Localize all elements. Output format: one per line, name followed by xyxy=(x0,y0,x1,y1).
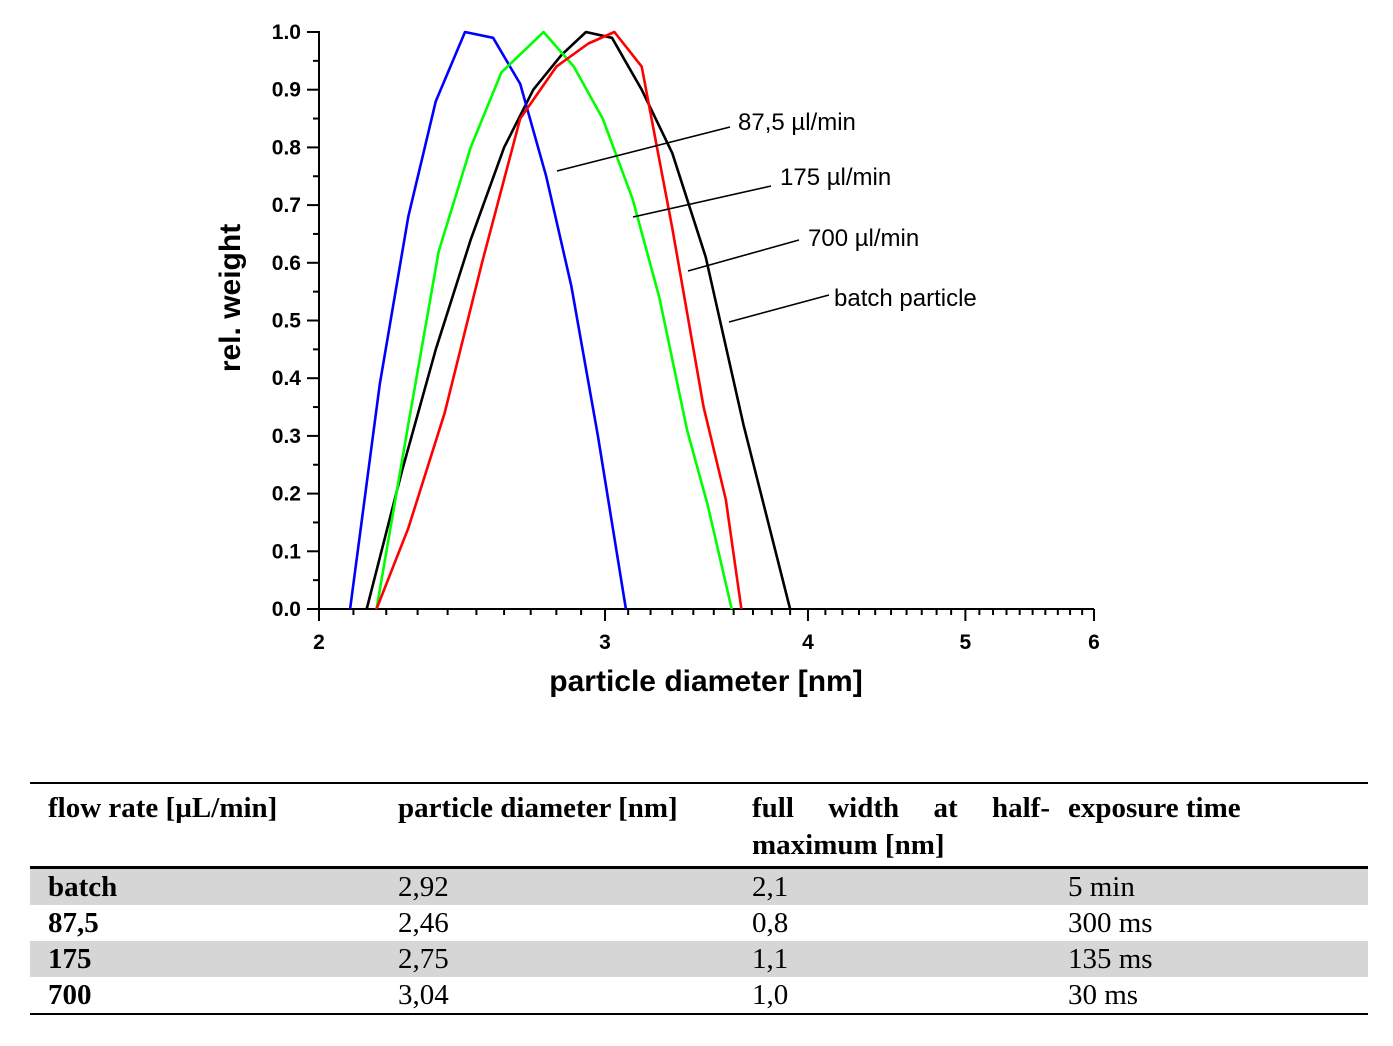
header-exposure-time: exposure time xyxy=(1068,792,1241,824)
x-axis-title: particle diameter [nm] xyxy=(549,665,862,698)
chart-ticks: 0.0 0.1 0.2 0.3 0.4 0.5 0.6 0.7 0.8 0.9 1.0 2 3 4 5 6 xyxy=(272,21,1100,654)
table-row: 175 2,75 1,1 135 ms xyxy=(30,941,1368,977)
cell-fwhm: 0,8 xyxy=(752,907,789,939)
table-header-row: flow rate [µL/min] particle diameter [nm… xyxy=(30,783,1368,868)
results-table: flow rate [µL/min] particle diameter [nm… xyxy=(30,782,1368,1015)
y-tick-label: 0.2 xyxy=(272,483,301,506)
cell-flow-rate: 87,5 xyxy=(48,907,99,939)
cell-exposure-time: 30 ms xyxy=(1068,979,1139,1011)
cell-particle-diameter: 3,04 xyxy=(398,979,449,1011)
y-tick-label: 0.3 xyxy=(272,425,301,448)
y-tick-label: 0.5 xyxy=(272,310,302,333)
table-row: 700 3,04 1,0 30 ms xyxy=(30,977,1368,1014)
series-line-87-5-l-min xyxy=(348,30,628,610)
x-tick-label: 2 xyxy=(313,631,325,654)
y-tick-label: 0.1 xyxy=(272,540,302,563)
particle-size-chart: 0.0 0.1 0.2 0.3 0.4 0.5 0.6 0.7 0.8 0.9 1.0 2 3 4 5 6 8… xyxy=(214,21,1100,698)
chart-callouts: 87,5 µl/min 175 µl/min 700 µl/min batch par… xyxy=(556,109,977,323)
cell-exposure-time: 5 min xyxy=(1050,867,1368,905)
cell-particle-diameter: 2,46 xyxy=(398,907,449,939)
y-tick-label: 0.8 xyxy=(272,136,302,159)
header-flow-rate: flow rate [µL/min] xyxy=(48,792,278,824)
series-line-175-l-min xyxy=(375,30,733,610)
cell-flow-rate: 175 xyxy=(30,941,380,977)
cell-fwhm: 1,0 xyxy=(752,979,789,1011)
x-tick-label: 4 xyxy=(802,631,814,654)
y-tick-label: 0.4 xyxy=(272,367,302,390)
cell-exposure-time: 135 ms xyxy=(1050,941,1368,977)
x-tick-label: 3 xyxy=(599,631,611,654)
y-tick-label: 0.9 xyxy=(272,79,301,102)
cell-fwhm: 2,1 xyxy=(734,867,1050,905)
cell-exposure-time: 300 ms xyxy=(1068,907,1153,939)
cell-flow-rate: batch xyxy=(30,867,380,905)
header-fwhm-line2: maximum [nm] xyxy=(752,829,945,861)
x-tick-label: 5 xyxy=(960,631,972,654)
cell-particle-diameter: 2,75 xyxy=(380,941,734,977)
header-particle-diameter: particle diameter [nm] xyxy=(398,792,678,824)
cell-fwhm: 1,1 xyxy=(734,941,1050,977)
chart-series xyxy=(348,30,792,610)
x-tick-label: 6 xyxy=(1088,631,1100,654)
table-row: batch 2,92 2,1 5 min xyxy=(30,867,1368,905)
header-fwhm: full width at half- maximum [nm] xyxy=(734,783,1050,868)
header-fwhm-line1: full width at half- xyxy=(752,792,1050,824)
y-tick-label: 1.0 xyxy=(272,21,301,44)
callout-label: batch particle xyxy=(834,285,977,312)
cell-particle-diameter: 2,92 xyxy=(380,867,734,905)
y-tick-label: 0.0 xyxy=(272,598,301,621)
callout-leader-line xyxy=(632,185,772,218)
series-line-batch-particle xyxy=(365,30,792,610)
cell-flow-rate: 700 xyxy=(48,979,92,1011)
callout-label: 175 µl/min xyxy=(780,164,891,191)
y-tick-label: 0.6 xyxy=(272,252,301,275)
chart-axes xyxy=(318,31,1094,610)
callout-label: 700 µl/min xyxy=(808,225,919,252)
callout-leader-line xyxy=(556,126,731,172)
callout-leader-line xyxy=(728,294,830,323)
table-row: 87,5 2,46 0,8 300 ms xyxy=(30,905,1368,941)
callout-leader-line xyxy=(687,239,800,272)
series-line-700-l-min xyxy=(375,30,743,610)
y-axis-title: rel. weight xyxy=(214,224,247,372)
callout-label: 87,5 µl/min xyxy=(738,109,856,136)
y-tick-label: 0.7 xyxy=(272,194,301,217)
